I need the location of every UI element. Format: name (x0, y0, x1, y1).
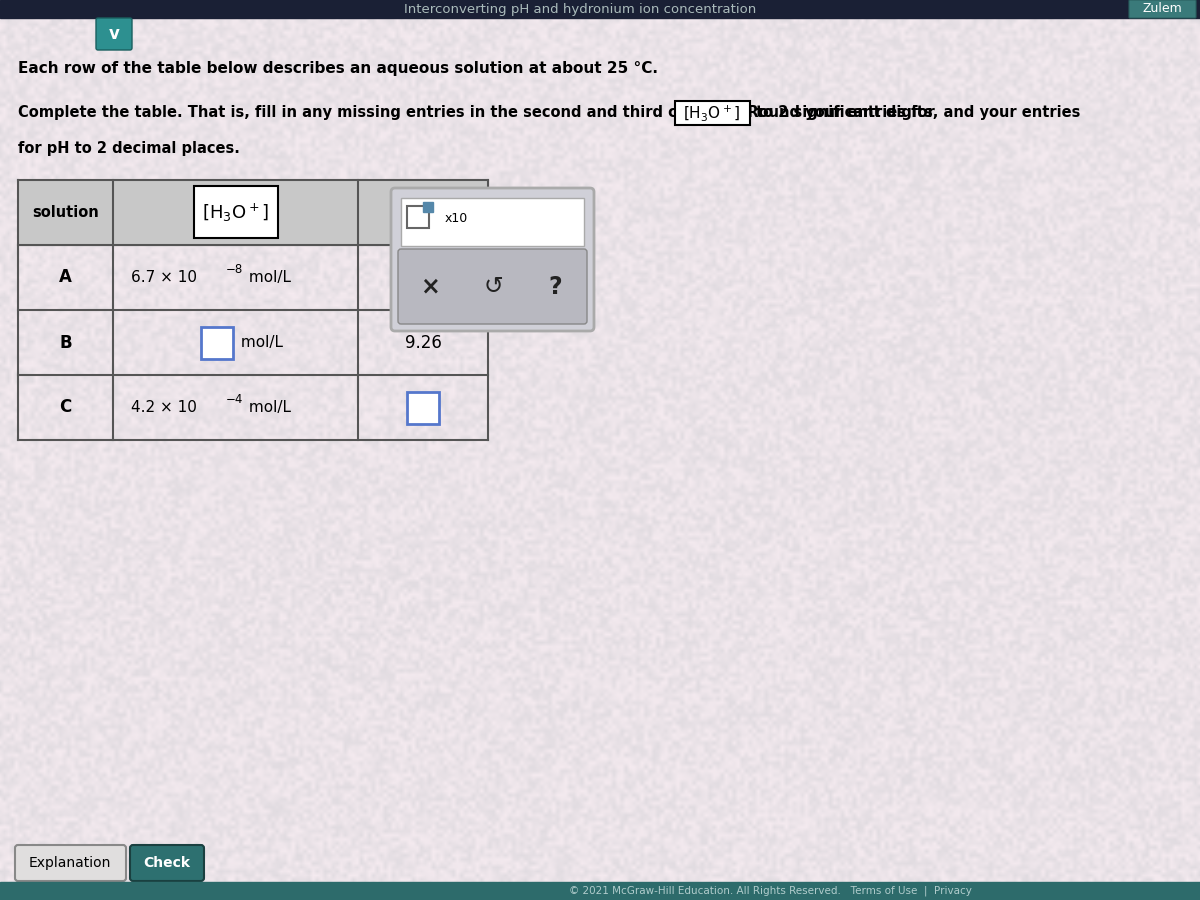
Text: to 2 significant digits, and your entries: to 2 significant digits, and your entrie… (756, 105, 1080, 121)
Text: x10: x10 (445, 212, 468, 224)
Text: 9.26: 9.26 (404, 334, 442, 352)
FancyBboxPatch shape (407, 206, 430, 228)
FancyBboxPatch shape (200, 327, 233, 358)
Text: Each row of the table below describes an aqueous solution at about 25 °C.: Each row of the table below describes an… (18, 60, 658, 76)
FancyBboxPatch shape (398, 249, 587, 324)
Bar (18, 180, 488, 245)
Text: B: B (59, 334, 72, 352)
FancyBboxPatch shape (401, 198, 584, 246)
Text: 4.2 × 10: 4.2 × 10 (131, 400, 197, 415)
Bar (424, 202, 433, 212)
Text: © 2021 McGraw-Hill Education. All Rights Reserved.   Terms of Use  |  Privacy: © 2021 McGraw-Hill Education. All Rights… (569, 886, 972, 896)
FancyBboxPatch shape (1129, 0, 1196, 18)
Text: pH: pH (410, 203, 436, 221)
Text: v: v (108, 25, 120, 43)
Text: $\left[\mathrm{H_3O^+}\right]$: $\left[\mathrm{H_3O^+}\right]$ (202, 202, 269, 223)
FancyBboxPatch shape (193, 186, 277, 238)
Text: Zulem: Zulem (1142, 3, 1182, 15)
Text: Check: Check (144, 856, 191, 870)
Text: ↺: ↺ (484, 274, 503, 299)
Text: Complete the table. That is, fill in any missing entries in the second and third: Complete the table. That is, fill in any… (18, 105, 935, 121)
Text: ?: ? (548, 274, 562, 299)
Text: $\left[\mathrm{H_3O^+}\right]$: $\left[\mathrm{H_3O^+}\right]$ (683, 104, 740, 123)
Text: Interconverting pH and hydronium ion concentration: Interconverting pH and hydronium ion con… (404, 3, 756, 15)
Text: for pH to 2 decimal places.: for pH to 2 decimal places. (18, 140, 240, 156)
Text: A: A (59, 268, 72, 286)
FancyBboxPatch shape (96, 18, 132, 50)
Text: mol/L: mol/L (244, 270, 292, 285)
Text: −8: −8 (226, 263, 244, 276)
FancyBboxPatch shape (407, 262, 439, 293)
Bar (0, 0, 1200, 18)
Text: mol/L: mol/L (236, 335, 283, 350)
Text: ×: × (420, 274, 440, 299)
Text: Explanation: Explanation (29, 856, 112, 870)
FancyBboxPatch shape (674, 101, 750, 125)
Text: −4: −4 (226, 393, 244, 406)
Text: C: C (59, 399, 72, 417)
Text: 6.7 × 10: 6.7 × 10 (131, 270, 197, 285)
Text: mol/L: mol/L (244, 400, 292, 415)
FancyBboxPatch shape (391, 188, 594, 331)
FancyBboxPatch shape (14, 845, 126, 881)
FancyBboxPatch shape (407, 392, 439, 424)
FancyBboxPatch shape (130, 845, 204, 881)
Text: solution: solution (32, 205, 98, 220)
Bar (0, 882, 1200, 900)
